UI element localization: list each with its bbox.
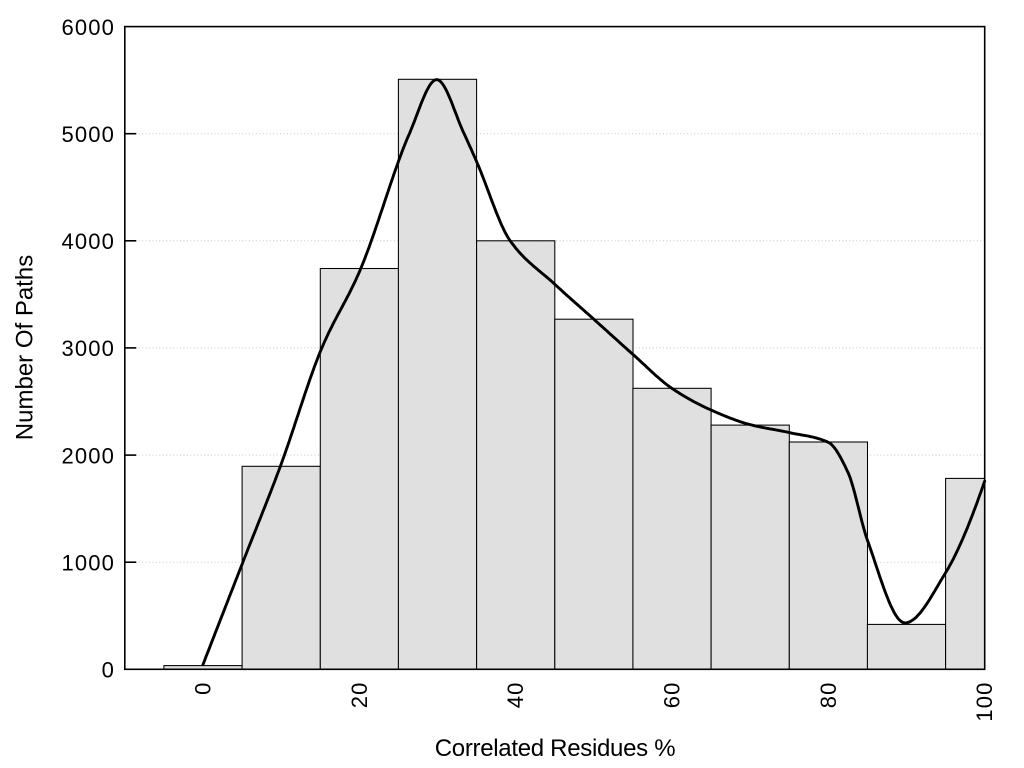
svg-text:60: 60 (660, 682, 685, 709)
svg-text:80: 80 (816, 682, 841, 709)
svg-text:Correlated Residues %: Correlated Residues % (435, 735, 676, 762)
svg-text:20: 20 (347, 682, 372, 709)
svg-text:3000: 3000 (61, 336, 115, 361)
svg-text:0: 0 (191, 682, 216, 695)
svg-text:5000: 5000 (61, 122, 115, 147)
svg-text:Number Of Paths: Number Of Paths (11, 255, 38, 440)
svg-text:4000: 4000 (61, 229, 115, 254)
svg-text:2000: 2000 (61, 443, 115, 468)
svg-text:40: 40 (503, 682, 528, 709)
svg-text:6000: 6000 (61, 15, 115, 40)
svg-text:1000: 1000 (61, 551, 115, 576)
svg-text:100: 100 (972, 682, 997, 722)
svg-text:0: 0 (102, 658, 115, 683)
